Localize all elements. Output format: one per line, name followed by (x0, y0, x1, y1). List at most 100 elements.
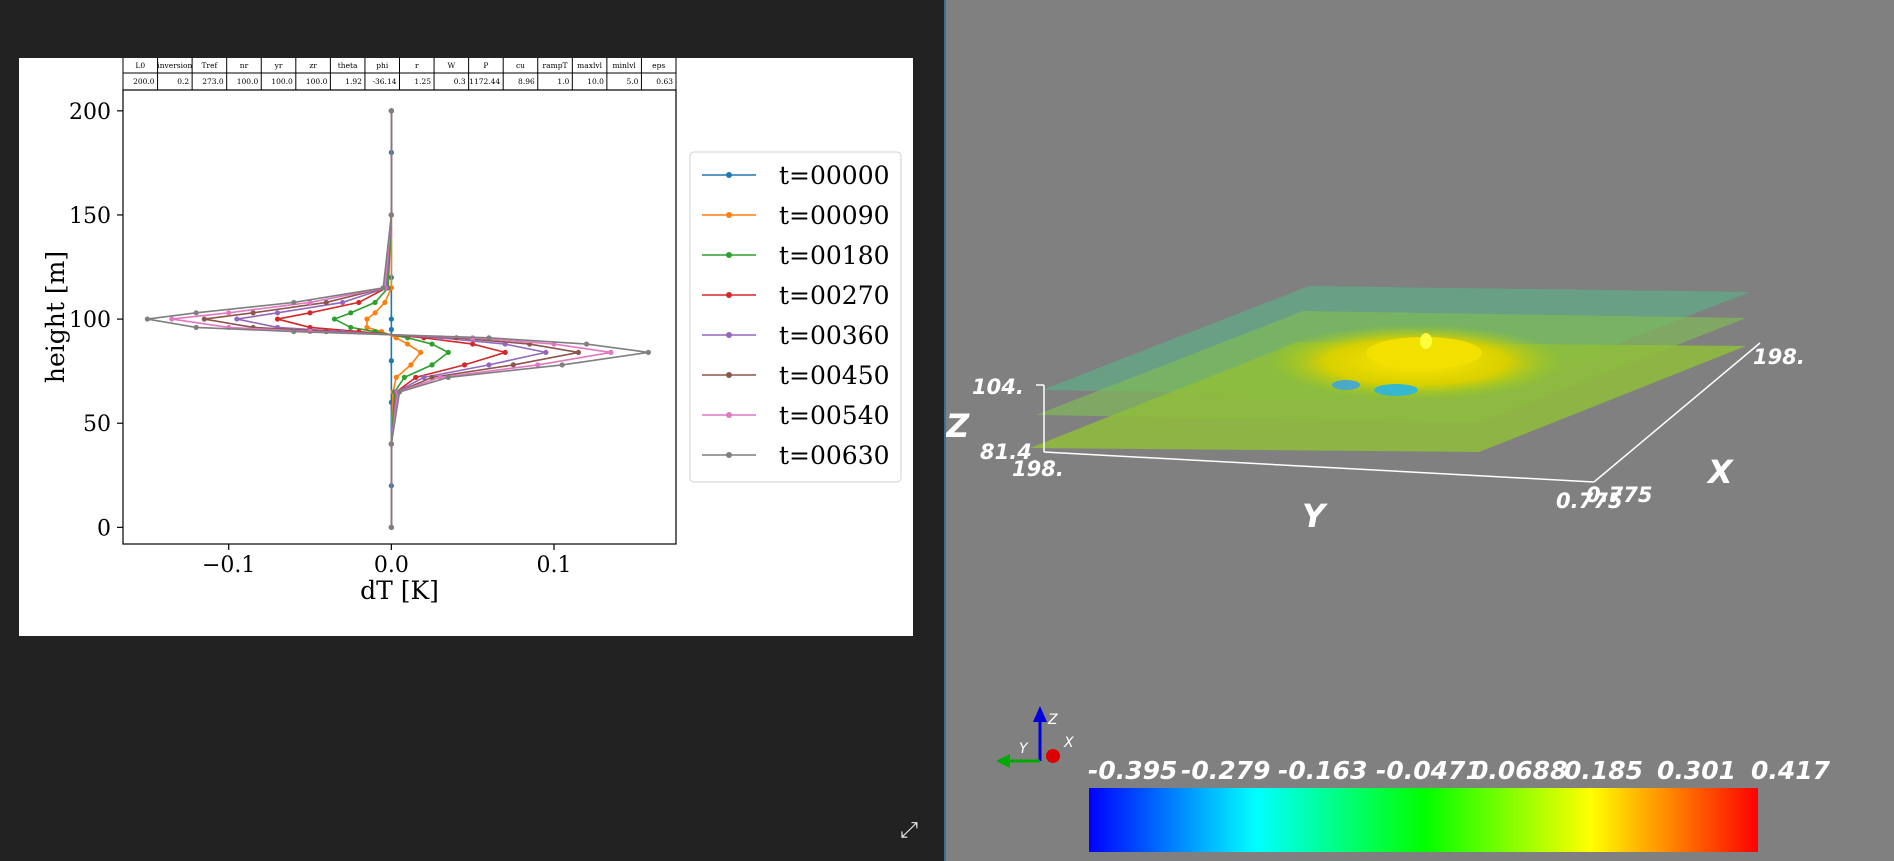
series-point (510, 362, 516, 368)
series-point (364, 316, 370, 322)
series-point (583, 341, 590, 347)
param-value: 0.63 (656, 77, 673, 86)
series-point (339, 299, 346, 306)
colorbar (1089, 788, 1758, 852)
legend-label: t=00450 (779, 361, 890, 390)
series-point (445, 349, 451, 356)
x-max-label: 198. (1753, 345, 1805, 369)
param-value: 1.0 (557, 77, 569, 86)
x-axis-label: dT [K] (360, 576, 439, 605)
series-point (193, 324, 199, 331)
x-min-label: 0.775 (1586, 483, 1652, 507)
param-value: 10.0 (587, 77, 604, 86)
series-point (645, 349, 651, 356)
series-point (388, 358, 394, 364)
series-point (388, 212, 394, 218)
series-point (608, 349, 614, 356)
legend-label: t=00180 (779, 241, 890, 270)
series-point (535, 362, 541, 368)
x-tick-label: −0.1 (202, 553, 255, 578)
y-axis-label: height [m] (41, 251, 70, 383)
expand-icon[interactable]: ⤢ (900, 818, 918, 843)
legend-label: t=00090 (779, 201, 890, 230)
surface-dip-2 (1332, 380, 1360, 390)
series-point (274, 310, 281, 316)
param-header: minlvl (612, 61, 636, 70)
triad-y-label: Y (1019, 741, 1029, 757)
3d-view[interactable]: 104. 81.4 198. Z Y X 0.775 0.775 198. Z … (946, 0, 1894, 861)
legend-marker (726, 372, 732, 378)
param-value: 1.92 (345, 77, 362, 86)
series-point (234, 316, 240, 322)
series-point (413, 374, 419, 380)
series-point (201, 316, 207, 322)
y-max-label: 0.775 (1556, 489, 1622, 513)
series-point (543, 349, 549, 356)
param-header: P (483, 61, 488, 70)
series-point (575, 349, 582, 356)
legend-marker (726, 412, 732, 418)
axis-x-title: X (1706, 453, 1734, 491)
series-point (486, 335, 492, 341)
render-view[interactable]: 104. 81.4 198. Z Y X 0.775 0.775 198. Z … (946, 0, 1894, 861)
param-header: inversion (157, 61, 192, 70)
axis-y-line (1043, 451, 1595, 483)
series-point (348, 310, 354, 316)
param-header: eps (652, 61, 665, 70)
series-point (372, 299, 378, 306)
colorbar-tick-label: -0.279 (1181, 756, 1270, 785)
series-point (388, 316, 394, 322)
y-tick-label: 100 (69, 308, 111, 333)
param-value: 0.3 (454, 77, 466, 86)
y-tick-label: 150 (69, 204, 111, 229)
series-point (429, 341, 435, 347)
series-point (388, 108, 394, 114)
series-point (445, 374, 451, 380)
series-point (405, 341, 411, 347)
legend-label: t=00000 (779, 161, 890, 190)
series-point (502, 349, 508, 356)
series-point (388, 326, 394, 333)
x-tick-label: 0.0 (374, 553, 409, 578)
series-point (364, 324, 370, 331)
param-value: 1.25 (414, 77, 431, 86)
param-value: 200.0 (133, 77, 155, 86)
orientation-triad: Z Y X (996, 706, 1074, 768)
series-point (421, 374, 427, 380)
legend-label: t=00540 (779, 401, 890, 430)
pane-divider[interactable] (944, 0, 946, 861)
series-point (401, 374, 407, 380)
series-point (429, 362, 435, 368)
colorbar-tick-label: -0.163 (1278, 756, 1367, 785)
axis-z-title: Z (946, 407, 970, 445)
z-max-label: 104. (972, 375, 1024, 399)
series-point (429, 374, 435, 380)
series-point (291, 328, 297, 335)
param-value: 100.0 (271, 77, 293, 86)
legend-marker (726, 332, 732, 338)
series-point (193, 310, 199, 316)
colorbar-tick-label: 0.301 (1657, 756, 1736, 785)
series-point (408, 362, 414, 368)
series-point (396, 389, 403, 395)
series-point (323, 299, 329, 306)
legend-marker (726, 452, 732, 458)
series-point (250, 310, 256, 316)
series-point (418, 349, 424, 356)
param-value: 0.2 (177, 77, 189, 86)
plot-image: L0 200.0 inversion 0.2 Tref 273.0 nr 100.0 yr 100… (19, 58, 913, 636)
series-point (388, 524, 394, 530)
axis-x-line (1593, 342, 1761, 483)
series-point (486, 362, 492, 368)
param-header: nr (240, 61, 249, 70)
param-header: rampT (543, 61, 568, 70)
legend-label: t=00270 (779, 281, 890, 310)
triad-z-label: Z (1047, 712, 1058, 728)
legend-marker (726, 172, 732, 178)
param-header: W (447, 61, 455, 70)
param-header: zr (309, 61, 317, 70)
y-min-label: 198. (1012, 457, 1064, 481)
param-header: maxlvl (577, 61, 602, 70)
